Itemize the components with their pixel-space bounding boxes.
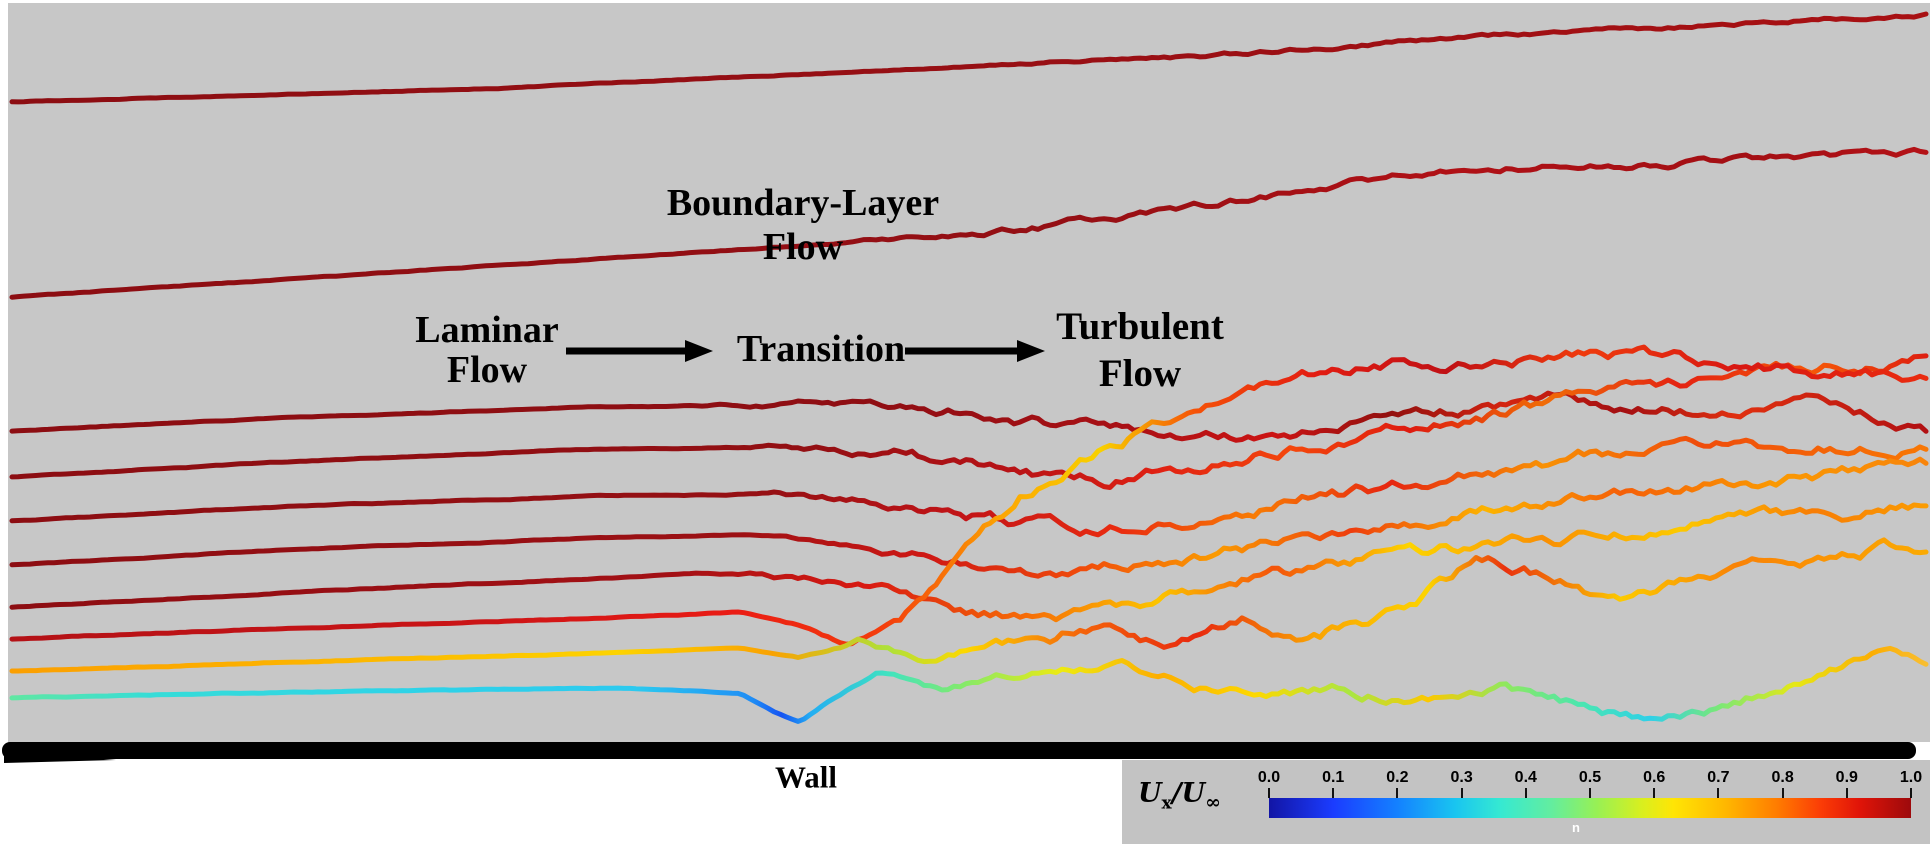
wall-label: Wall bbox=[774, 759, 838, 795]
laminar-label-line2: Flow bbox=[446, 349, 528, 391]
colorbar-tick bbox=[1717, 788, 1720, 798]
streamline-7 bbox=[9, 502, 1929, 623]
colorbar-tick bbox=[1845, 788, 1848, 798]
streamline-5 bbox=[9, 435, 1929, 538]
streamline-group bbox=[9, 11, 1929, 724]
turbulent-flow-label: Turbulent Flow bbox=[1056, 303, 1224, 397]
colorbar-tick-label: 0.1 bbox=[1322, 769, 1345, 786]
wall-rect bbox=[2, 742, 1916, 759]
colorbar-tick bbox=[1653, 788, 1656, 798]
colorbar-title-u: U bbox=[1138, 778, 1162, 809]
colorbar-tick-label: 0.0 bbox=[1257, 769, 1281, 786]
wall-leading-edge-wedge bbox=[4, 751, 116, 763]
colorbar-tick-label: 0.9 bbox=[1835, 769, 1858, 786]
colorbar-title-slash-u: /U bbox=[1171, 778, 1206, 809]
colorbar-tick-label: 0.3 bbox=[1450, 769, 1473, 786]
colorbar-tick-label: 0.2 bbox=[1386, 769, 1409, 786]
arrow-head-2 bbox=[1017, 340, 1045, 362]
colorbar-tick bbox=[1332, 788, 1335, 798]
colorbar-tick bbox=[1910, 788, 1912, 798]
flow-arrows bbox=[566, 340, 1045, 362]
transition-label: Transition bbox=[736, 328, 906, 370]
colorbar-tick-label: 0.5 bbox=[1578, 769, 1602, 786]
colorbar-legend: Ux/U∞ 0.0 0.1 0.2 0.3 0.4 0.5 0.6 0.7 0.8 0.9 1.0 … bbox=[1122, 760, 1930, 844]
turbulent-label-line1: Turbulent bbox=[1056, 305, 1224, 348]
wall-bar bbox=[2, 742, 1916, 763]
colorbar-title: Ux/U∞ bbox=[1138, 778, 1268, 813]
colorbar-tick bbox=[1268, 788, 1270, 798]
laminar-flow-label: Laminar Flow bbox=[415, 310, 559, 390]
streamline-1 bbox=[9, 11, 1929, 105]
streamline-4 bbox=[9, 353, 1929, 490]
streamline-10 bbox=[9, 645, 1929, 724]
streamline-9 bbox=[9, 537, 1929, 674]
colorbar-tick-label: 0.7 bbox=[1707, 769, 1730, 786]
colorbar-gradient bbox=[1269, 798, 1911, 818]
plot-background bbox=[8, 3, 1930, 742]
colorbar-tick bbox=[1460, 788, 1463, 798]
colorbar-tick bbox=[1524, 788, 1527, 798]
arrow-head-1 bbox=[685, 340, 713, 362]
colorbar-tick-label: 0.6 bbox=[1643, 769, 1666, 786]
colorbar-tick-label: 0.4 bbox=[1514, 769, 1537, 786]
colorbar-title-sub-x: x bbox=[1161, 793, 1172, 814]
streamline-3 bbox=[9, 390, 1929, 443]
boundary-layer-label-line2: Flow bbox=[762, 226, 844, 268]
colorbar-title-sub-infinity: ∞ bbox=[1205, 791, 1221, 814]
laminar-label-line1: Laminar bbox=[415, 309, 559, 351]
colorbar-tick bbox=[1781, 788, 1784, 798]
colorbar-tick-label: 1.0 bbox=[1899, 769, 1923, 786]
colorbar-stray-glyph: n bbox=[1572, 820, 1580, 835]
streamline-2 bbox=[9, 146, 1929, 300]
colorbar-tick bbox=[1396, 788, 1399, 798]
boundary-layer-label-line1: Boundary-Layer bbox=[666, 182, 940, 224]
colorbar-tick bbox=[1589, 788, 1591, 798]
streamline-6 bbox=[9, 456, 1929, 579]
turbulent-label-line2: Flow bbox=[1098, 352, 1182, 395]
colorbar-tick-label: 0.8 bbox=[1771, 769, 1794, 786]
streamline-8 bbox=[9, 344, 1929, 647]
boundary-layer-label: Boundary-Layer Flow bbox=[667, 181, 939, 269]
